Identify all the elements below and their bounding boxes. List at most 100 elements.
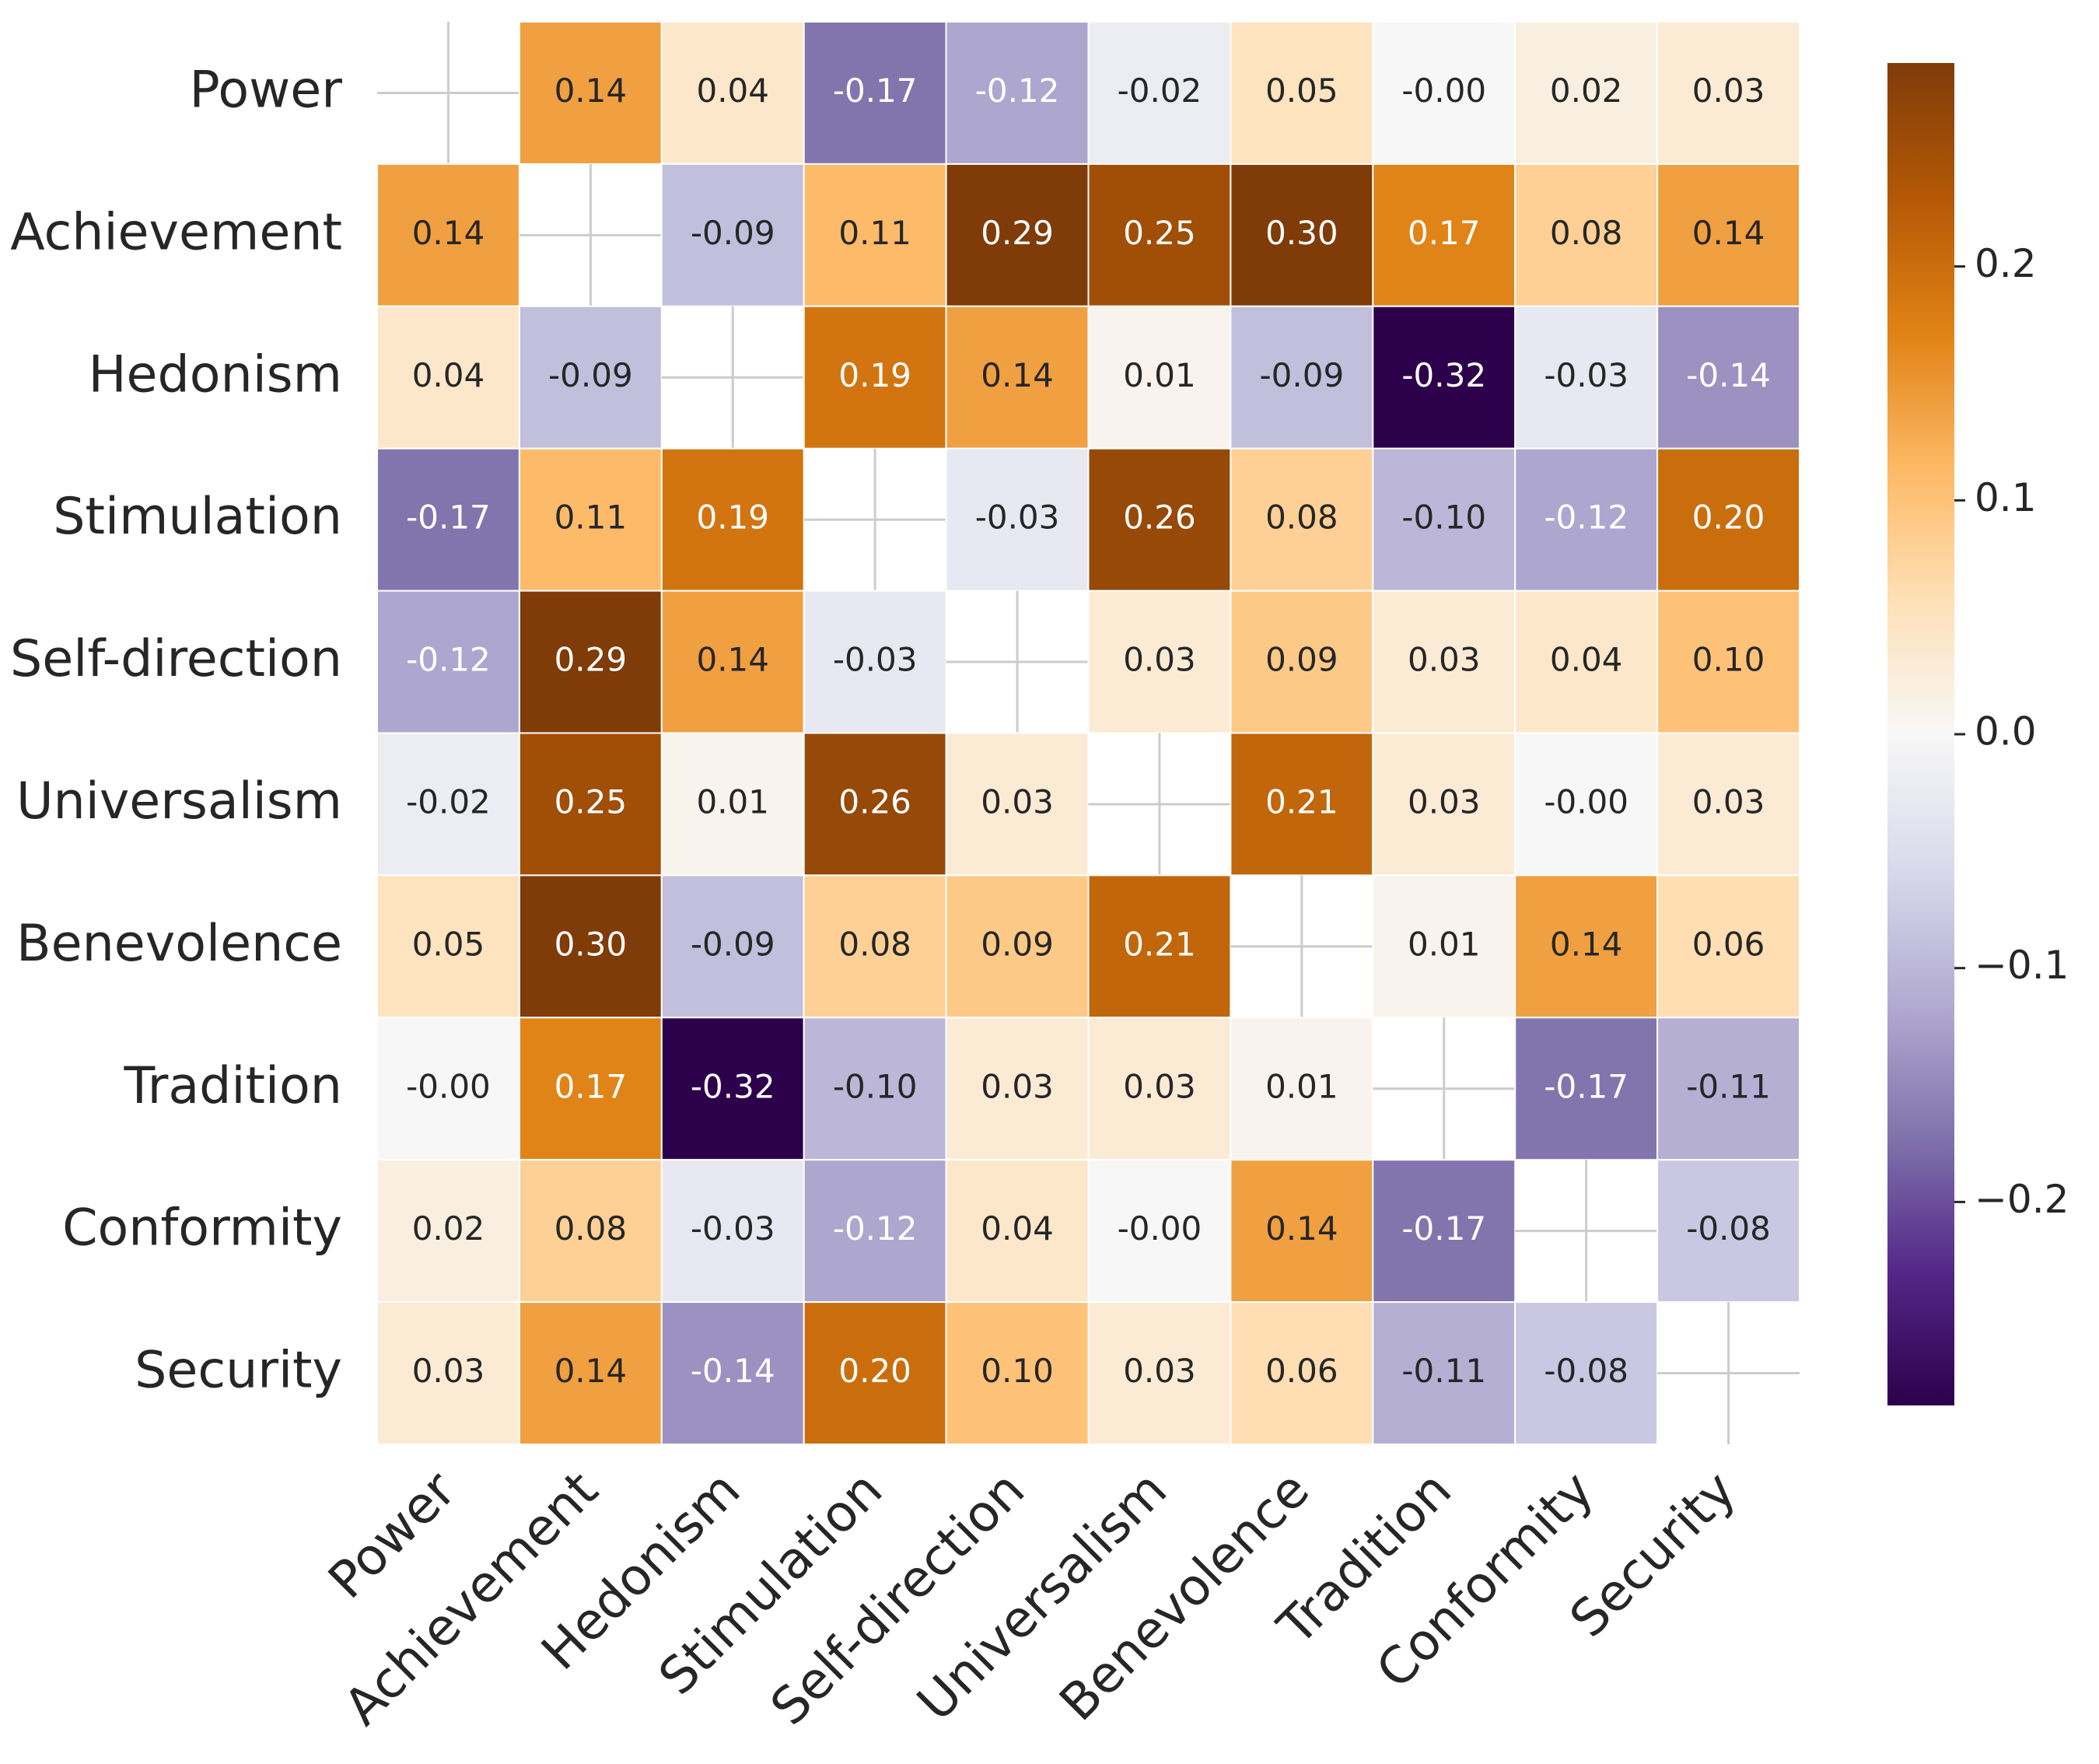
y-tick-label: Security: [135, 1342, 342, 1400]
cell-label: 0.03: [1408, 782, 1481, 821]
heatmap-cell: [803, 874, 947, 1019]
cell-label: 0.05: [412, 925, 485, 963]
cell-label: 0.02: [1550, 72, 1623, 110]
cell-label: -0.03: [975, 499, 1060, 537]
heatmap-cell: [376, 1159, 520, 1304]
heatmap-cell: [1230, 732, 1374, 877]
heatmap-cell: [945, 1159, 1090, 1304]
cell-label: 0.03: [1408, 641, 1481, 679]
y-tick-label: Benevolence: [16, 915, 342, 973]
heatmap-cell: [1230, 447, 1374, 592]
y-tick-label: Power: [189, 61, 342, 120]
cell-label: -0.09: [691, 925, 775, 963]
cell-label: 0.03: [1692, 782, 1765, 821]
cell-label: 0.03: [981, 1067, 1054, 1105]
heatmap-cell: [376, 447, 520, 592]
cell-label: 0.03: [1123, 1352, 1196, 1390]
heatmap-cell: [803, 1159, 947, 1304]
cell-label: 0.03: [1123, 1067, 1196, 1105]
heatmap-cell: [376, 874, 520, 1019]
heatmap-cell: [660, 1159, 805, 1304]
cell-label: 0.11: [554, 499, 628, 537]
heatmap-cell: [376, 305, 520, 450]
cell-label: 0.14: [412, 214, 485, 252]
heatmap-cell: [1656, 447, 1801, 592]
heatmap-cell: [945, 1017, 1090, 1161]
cell-label: 0.06: [1265, 1352, 1338, 1390]
y-tick-label: Universalism: [16, 772, 342, 831]
heatmap-cell: [376, 1017, 520, 1161]
heatmap-cell: [1087, 305, 1232, 450]
cell-label: 0.08: [1550, 214, 1623, 252]
heatmap-cell: [803, 590, 947, 734]
cell-label: -0.00: [1401, 72, 1486, 110]
heatmap-cell: [1514, 732, 1659, 877]
heatmap-cell: [518, 1159, 663, 1304]
cell-label: -0.02: [1118, 72, 1202, 110]
heatmap-cell: [1087, 1301, 1232, 1445]
y-tick-label: Self-direction: [10, 630, 342, 688]
cell-label: 0.14: [981, 356, 1054, 394]
cell-label: -0.03: [691, 1209, 775, 1248]
heatmap-cell: [1372, 447, 1517, 592]
heatmap-cell: [1230, 1301, 1374, 1445]
cell-label: 0.04: [981, 1209, 1054, 1248]
cell-label: 0.30: [554, 925, 628, 963]
heatmap-cell: [376, 1301, 520, 1445]
cell-label: 0.21: [1123, 925, 1196, 963]
cell-label: -0.17: [1544, 1067, 1628, 1105]
heatmap-cell: [1087, 874, 1232, 1019]
cell-label: -0.09: [1260, 356, 1345, 394]
y-tick-label: Tradition: [123, 1057, 342, 1115]
cell-label: 0.03: [1123, 641, 1196, 679]
heatmap-cell: [1514, 874, 1659, 1019]
heatmap-cell: [660, 447, 805, 592]
cell-label: 0.11: [838, 214, 911, 252]
heatmap-cell: [1514, 1301, 1659, 1445]
cell-label: 0.04: [1550, 641, 1623, 679]
heatmap-cell: [1372, 732, 1517, 877]
cell-label: 0.05: [1265, 72, 1338, 110]
cell-label: 0.20: [1692, 499, 1765, 537]
cell-label: -0.09: [548, 356, 633, 394]
x-tick-label: Universalism: [907, 1461, 1178, 1732]
heatmap-cell: [1372, 21, 1517, 165]
colorbar-tick-label: 0.1: [1975, 475, 2037, 520]
cell-label: 0.26: [838, 782, 911, 821]
heatmap-cell: [803, 163, 947, 307]
cell-label: 0.14: [1265, 1209, 1338, 1248]
cell-label: 0.01: [1123, 356, 1196, 394]
heatmap-cell: [945, 874, 1090, 1019]
cell-label: 0.19: [838, 356, 911, 394]
heatmap-cell: [518, 1017, 663, 1161]
cell-label: 0.03: [1692, 72, 1765, 110]
heatmap-cell: [1514, 1017, 1659, 1161]
cell-label: -0.32: [691, 1067, 775, 1105]
y-tick-label: Hedonism: [89, 345, 342, 404]
x-tick-label: Self-direction: [760, 1461, 1036, 1737]
cell-label: -0.12: [406, 641, 491, 679]
cell-label: 0.09: [1265, 641, 1338, 679]
heatmap-cell: [1656, 1159, 1801, 1304]
cell-label: 0.19: [696, 499, 769, 537]
cell-label: 0.29: [554, 641, 628, 679]
cell-label: -0.17: [833, 72, 918, 110]
cell-label: 0.10: [1692, 641, 1765, 679]
cell-label: 0.17: [554, 1067, 628, 1105]
heatmap-cell: [803, 1301, 947, 1445]
heatmap-cell: [518, 305, 663, 450]
cell-label: 0.08: [1265, 499, 1338, 537]
cell-label: 0.06: [1692, 925, 1765, 963]
cell-label: 0.14: [554, 72, 628, 110]
cell-label: -0.14: [691, 1352, 775, 1390]
heatmap-cell: [376, 732, 520, 877]
cell-label: 0.14: [1550, 925, 1623, 963]
x-tick-label: Benevolence: [1049, 1461, 1321, 1732]
cell-label: -0.12: [975, 72, 1060, 110]
cell-label: -0.17: [406, 499, 491, 537]
cell-label: -0.08: [1686, 1209, 1771, 1248]
x-tick-label: Achievement: [334, 1461, 610, 1737]
heatmap-cell: [1656, 305, 1801, 450]
cell-label: -0.12: [833, 1209, 918, 1248]
cell-label: 0.25: [1123, 214, 1196, 252]
